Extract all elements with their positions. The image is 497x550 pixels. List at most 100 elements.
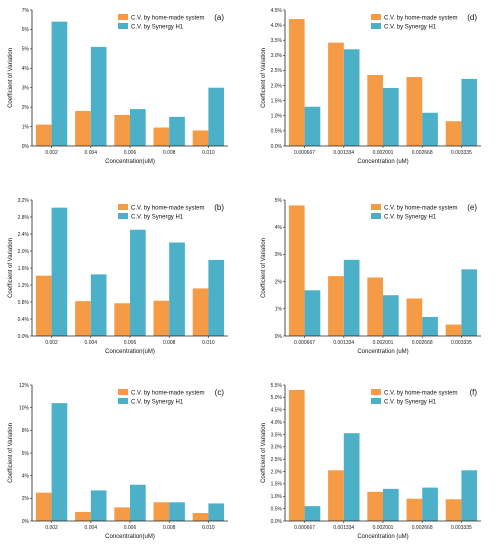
legend-entry: C.V. by Synergy H1 xyxy=(384,214,437,220)
x-tick-label: 0.002 xyxy=(45,150,58,156)
y-tick-label: 5% xyxy=(22,47,30,53)
x-tick-label: 0.002001 xyxy=(373,525,394,531)
y-tick-label: 6% xyxy=(22,451,30,457)
y-tick-label: 3% xyxy=(22,86,30,92)
y-tick-label: 4.5% xyxy=(271,8,283,14)
panel-label: (b) xyxy=(214,203,224,212)
x-tick-label: 0.002001 xyxy=(373,340,394,346)
bar-b-s1-2 xyxy=(130,229,146,336)
bar-c-s0-2 xyxy=(114,507,130,521)
legend-swatch xyxy=(371,389,381,395)
y-tick-label: 3.5% xyxy=(271,432,283,438)
y-axis-title: Coefficient of Variation xyxy=(8,238,14,298)
y-tick-label: 2.5% xyxy=(271,68,283,74)
y-tick-label: 0.5% xyxy=(271,129,283,135)
chart-panel-b: 0.0% 0.4% 0.8% 1.2% 1.6% 2.0% 2.4% 2.8% 3.2% 0.00… xyxy=(8,198,228,355)
legend-swatch xyxy=(118,389,128,395)
x-tick-label: 0.006 xyxy=(124,525,137,531)
bar-b-s1-0 xyxy=(51,207,68,336)
x-tick-label: 0.001334 xyxy=(333,150,354,156)
chart-panel-f: 0.0% 0.5% 1.0% 1.5% 2.0% 2.5% 3.0% 3.5% 4.0% 4.5%… xyxy=(261,383,481,540)
y-tick-label: 2% xyxy=(22,496,30,502)
panel-label: (c) xyxy=(215,388,225,397)
x-tick-label: 0.001334 xyxy=(333,340,354,346)
y-tick-label: 10% xyxy=(19,405,30,411)
bar-a-s0-3 xyxy=(153,127,170,146)
legend-swatch xyxy=(118,23,128,29)
legend-swatch xyxy=(118,213,128,219)
legend-entry: C.V. by home-made system xyxy=(131,390,204,396)
bar-f-s0-0 xyxy=(288,389,305,521)
x-tick-label: 0.000667 xyxy=(294,340,315,346)
y-tick-label: 1.0% xyxy=(271,494,283,500)
y-tick-label: 3% xyxy=(275,252,283,258)
bar-d-s1-2 xyxy=(383,87,399,146)
x-tick-label: 0.010 xyxy=(202,525,215,531)
y-tick-label: 2.4% xyxy=(18,232,30,238)
y-tick-label: 0.5% xyxy=(271,506,283,512)
bar-f-s1-0 xyxy=(304,506,321,521)
legend-entry: C.V. by home-made system xyxy=(384,205,457,211)
bar-c-s1-4 xyxy=(208,503,225,521)
x-tick-label: 0.004 xyxy=(85,525,98,531)
x-tick-label: 0.002668 xyxy=(412,150,433,156)
x-tick-label: 0.002 xyxy=(45,525,58,531)
chart-panel-c: 0% 2% 4% 6% 8% 10% 12% 0.002 0.004 0.006 0.008 0.01… xyxy=(8,383,228,540)
bar-b-s0-1 xyxy=(75,301,91,336)
y-tick-label: 0.0% xyxy=(271,144,283,150)
bar-d-s0-2 xyxy=(367,74,383,146)
x-tick-label: 0.006 xyxy=(124,150,137,156)
y-tick-label: 0% xyxy=(22,519,30,525)
y-tick-label: 4% xyxy=(22,66,30,72)
y-tick-label: 4.0% xyxy=(271,420,283,426)
y-tick-label: 0.8% xyxy=(18,300,30,306)
y-tick-label: 12% xyxy=(19,383,30,389)
bar-e-s0-4 xyxy=(445,324,462,336)
x-tick-label: 0.002001 xyxy=(373,150,394,156)
bar-e-s1-1 xyxy=(343,259,360,336)
bar-a-s0-2 xyxy=(114,114,130,146)
bar-d-s1-4 xyxy=(461,78,478,146)
bar-f-s0-2 xyxy=(367,491,383,521)
bar-c-s0-4 xyxy=(192,513,209,521)
bar-e-s0-1 xyxy=(328,276,344,336)
y-tick-label: 3.0% xyxy=(271,53,283,59)
bar-a-s0-4 xyxy=(192,130,209,146)
x-axis-title: Concentration (uM) xyxy=(357,159,408,165)
bar-b-s0-3 xyxy=(153,300,170,336)
y-tick-label: 0% xyxy=(22,144,30,150)
bar-a-s1-3 xyxy=(169,116,185,146)
y-tick-label: 8% xyxy=(22,428,30,434)
x-tick-label: 0.004 xyxy=(85,340,98,346)
y-tick-label: 2% xyxy=(22,105,30,111)
y-tick-label: 1.0% xyxy=(271,114,283,120)
panel-label: (e) xyxy=(467,203,477,212)
y-axis-title: Coefficient of Variation xyxy=(261,423,267,483)
legend-entry: C.V. by Synergy H1 xyxy=(131,214,184,220)
legend-entry: C.V. by Synergy H1 xyxy=(131,399,184,405)
legend-swatch xyxy=(118,398,128,404)
bar-a-s1-1 xyxy=(90,46,107,146)
bar-f-s1-1 xyxy=(343,433,360,521)
bar-d-s0-4 xyxy=(445,121,462,146)
legend-swatch xyxy=(371,204,381,210)
bar-b-s0-4 xyxy=(192,288,209,336)
y-tick-label: 5.5% xyxy=(271,383,283,389)
bar-c-s0-3 xyxy=(153,502,170,521)
y-tick-label: 3.2% xyxy=(18,198,30,204)
chart-panel-d: 0.0% 0.5% 1.0% 1.5% 2.0% 2.5% 3.0% 3.5% 4.0% 4.5%… xyxy=(261,8,481,165)
x-tick-label: 0.008 xyxy=(163,525,176,531)
bar-e-s1-4 xyxy=(461,269,478,336)
y-tick-label: 0% xyxy=(275,334,283,340)
y-tick-label: 2.0% xyxy=(18,249,30,255)
y-tick-label: 5.0% xyxy=(271,395,283,401)
x-tick-label: 0.002668 xyxy=(412,340,433,346)
bar-f-s0-1 xyxy=(328,470,344,521)
y-tick-label: 2% xyxy=(275,279,283,285)
x-tick-label: 0.006 xyxy=(124,340,137,346)
bar-c-s1-1 xyxy=(90,490,107,521)
y-tick-label: 2.0% xyxy=(271,469,283,475)
bar-d-s0-0 xyxy=(288,19,305,146)
y-tick-label: 0.0% xyxy=(18,334,30,340)
x-tick-label: 0.000667 xyxy=(294,525,315,531)
